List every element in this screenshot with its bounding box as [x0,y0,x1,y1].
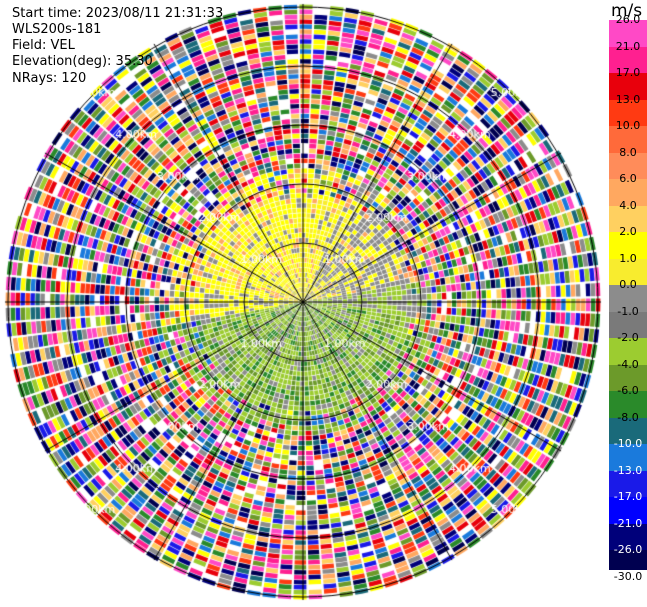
colorbar-segment: 0.0 [609,278,647,312]
colorbar-tick-label: -26.0 [613,543,643,556]
colorbar-tick-label: 10.0 [615,119,641,132]
colorbar-tick-label: -13.0 [613,463,643,477]
colorbar-segment: 26.0 [609,13,647,47]
elevation-label: Elevation(deg): 35.30 [12,54,153,69]
colorbar-segment: 21.0 [609,40,647,73]
field-label: Field: VEL [12,38,75,53]
colorbar-segment: -10.0 [609,437,647,471]
colorbar-tick-label: 8.0 [619,145,637,159]
colorbar-tick-label: 4.0 [619,198,637,212]
colorbar-tick-label: 1.0 [619,251,637,265]
colorbar-tick-label: 2.0 [619,225,637,238]
colorbar-tick-label: 26.0 [615,13,641,26]
velocity-colorbar: 26.0 21.0 17.0 13.0 10.0 8.0 6.0 4.0 2.0 1.0 0.0 -1… [609,13,647,584]
colorbar-segment: -2.0 [609,331,647,365]
colorbar-segment: 4.0 [609,199,647,232]
colorbar-segment: -1.0 [609,305,647,338]
instrument-label: WLS200s-181 [12,22,102,37]
colorbar-tick-label: -10.0 [613,437,643,450]
colorbar-tick-label: 0.0 [619,278,637,291]
colorbar-segment: 13.0 [609,93,647,126]
nrays-label: NRays: 120 [12,71,87,86]
colorbar-tick-label: -30.0 [609,569,647,584]
colorbar-tick-label: -21.0 [613,516,643,530]
colorbar-segment: 2.0 [609,225,647,259]
colorbar-unit-label: m/s [611,1,643,21]
colorbar-tick-label: -17.0 [613,490,643,503]
colorbar-tick-label: 21.0 [615,39,641,53]
colorbar-tick-label: 17.0 [615,66,641,79]
colorbar-tick-label: 6.0 [619,172,637,185]
colorbar-tick-label: 13.0 [615,92,641,106]
colorbar-segment: -21.0 [609,517,647,550]
colorbar-tick-label: -1.0 [617,304,639,318]
start-time-label: Start time: 2023/08/11 21:31:33 [12,6,224,21]
colorbar-segment: -6.0 [609,384,647,418]
colorbar-tick-label: -6.0 [617,384,639,397]
colorbar-segment: -17.0 [609,490,647,524]
colorbar-segment: 1.0 [609,252,647,285]
colorbar-tick-label: -2.0 [617,331,639,344]
colorbar-segment: -13.0 [609,464,647,497]
colorbar-segment: 6.0 [609,172,647,206]
colorbar-tick-label: -4.0 [617,357,639,371]
colorbar-segment: 17.0 [609,66,647,100]
colorbar-tick-label: -8.0 [617,410,639,424]
colorbar-segment: 10.0 [609,119,647,153]
colorbar-segment: 8.0 [609,146,647,179]
colorbar-segment: -8.0 [609,411,647,444]
colorbar-segment: -4.0 [609,358,647,391]
